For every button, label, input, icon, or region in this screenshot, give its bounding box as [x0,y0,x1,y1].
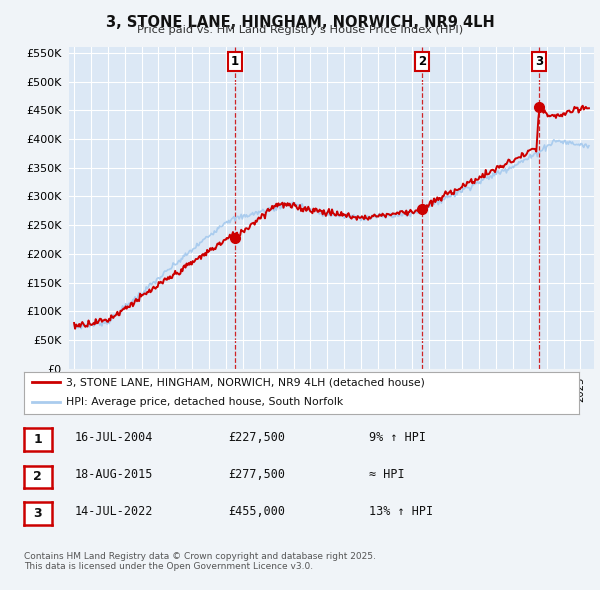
Text: £227,500: £227,500 [228,431,285,444]
Text: 2: 2 [418,55,427,68]
Text: £277,500: £277,500 [228,468,285,481]
Text: 9% ↑ HPI: 9% ↑ HPI [369,431,426,444]
Text: 13% ↑ HPI: 13% ↑ HPI [369,505,433,518]
Text: 3: 3 [535,55,543,68]
Text: 3, STONE LANE, HINGHAM, NORWICH, NR9 4LH (detached house): 3, STONE LANE, HINGHAM, NORWICH, NR9 4LH… [65,378,425,387]
Text: 3: 3 [34,507,42,520]
Text: ≈ HPI: ≈ HPI [369,468,404,481]
Text: 16-JUL-2004: 16-JUL-2004 [75,431,154,444]
Text: 3, STONE LANE, HINGHAM, NORWICH, NR9 4LH: 3, STONE LANE, HINGHAM, NORWICH, NR9 4LH [106,15,494,30]
Text: 1: 1 [231,55,239,68]
Text: £455,000: £455,000 [228,505,285,518]
Text: 2: 2 [34,470,42,483]
Text: Contains HM Land Registry data © Crown copyright and database right 2025.
This d: Contains HM Land Registry data © Crown c… [24,552,376,571]
Text: Price paid vs. HM Land Registry's House Price Index (HPI): Price paid vs. HM Land Registry's House … [137,25,463,35]
Text: 14-JUL-2022: 14-JUL-2022 [75,505,154,518]
Text: 18-AUG-2015: 18-AUG-2015 [75,468,154,481]
Text: 1: 1 [34,433,42,446]
Text: HPI: Average price, detached house, South Norfolk: HPI: Average price, detached house, Sout… [65,397,343,407]
